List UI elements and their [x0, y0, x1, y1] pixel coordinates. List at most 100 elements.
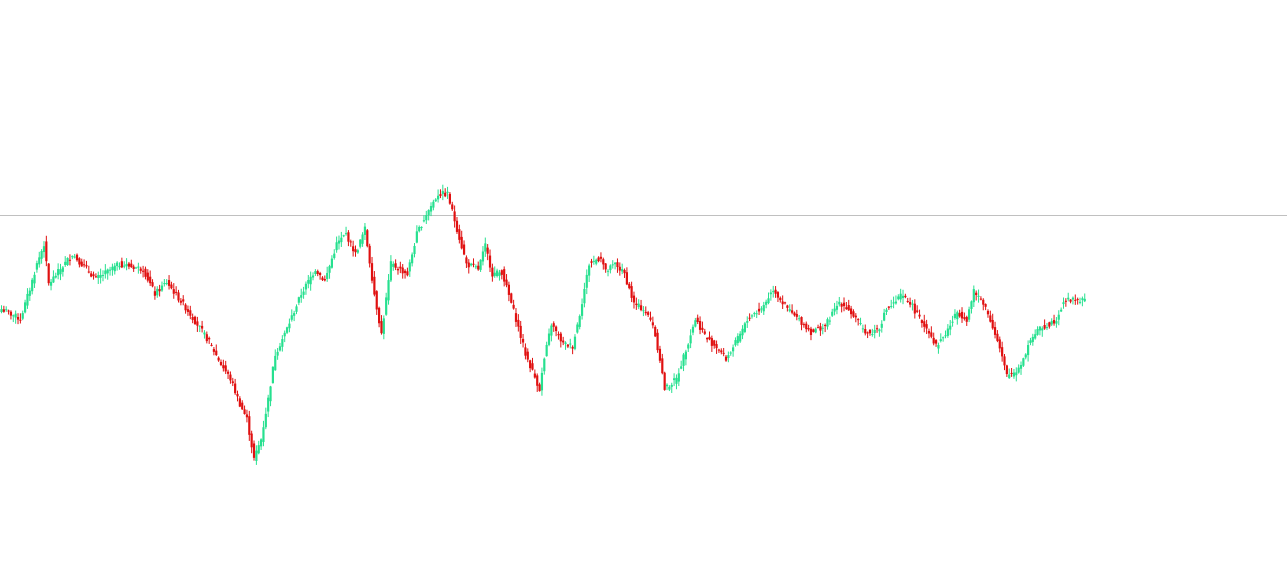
candle-body	[170, 284, 173, 289]
candle-body	[1074, 299, 1077, 301]
candle-body	[165, 282, 168, 285]
candle	[229, 371, 232, 384]
candle	[420, 226, 423, 231]
candle	[854, 313, 857, 323]
candle	[911, 299, 914, 311]
candle-body	[573, 336, 577, 349]
candle-body	[897, 296, 900, 300]
candle-body	[5, 309, 8, 311]
candle-body	[859, 322, 862, 324]
candle-body	[160, 285, 164, 291]
candle	[111, 263, 114, 276]
candle-body	[396, 269, 400, 271]
candle-body	[996, 333, 999, 341]
candle	[500, 269, 503, 280]
candle-body	[271, 366, 274, 384]
candle-body	[965, 316, 968, 322]
candle-body	[670, 384, 673, 387]
candle	[878, 328, 881, 337]
candle	[285, 326, 289, 335]
candle-body	[639, 305, 643, 311]
candles-group	[0, 184, 1086, 465]
candle-body	[724, 356, 728, 361]
candle-body	[57, 269, 60, 276]
candle-body	[406, 271, 409, 276]
candle-body	[411, 254, 414, 264]
candle-body	[694, 320, 697, 327]
candle-body	[399, 266, 402, 269]
candle-body	[184, 304, 187, 311]
candle-body	[276, 351, 279, 356]
candle	[989, 310, 992, 323]
candle	[1083, 293, 1086, 303]
candle-body	[894, 301, 898, 304]
candle-body	[448, 193, 451, 204]
candle	[212, 347, 215, 356]
candle-body	[1052, 320, 1056, 324]
candle-body	[562, 340, 565, 343]
candle	[278, 342, 282, 352]
candle	[703, 328, 706, 336]
candle-body	[158, 289, 161, 292]
candle	[260, 438, 263, 451]
candle-body	[446, 191, 449, 193]
candle-body	[68, 259, 72, 261]
candle-body	[236, 393, 239, 397]
candle-body	[28, 290, 31, 296]
candle	[698, 316, 702, 335]
candle-body	[35, 263, 38, 270]
candle	[344, 226, 348, 236]
candle	[486, 244, 489, 261]
candle-body	[186, 309, 190, 312]
candle	[243, 405, 246, 415]
candle	[885, 307, 888, 315]
candle-body	[455, 220, 459, 232]
candle-body	[816, 327, 820, 329]
candle-body	[904, 295, 907, 298]
candle-body	[802, 324, 805, 326]
candle	[569, 338, 572, 349]
candle	[33, 271, 36, 288]
candle	[474, 264, 477, 270]
candle-body	[1003, 356, 1006, 366]
candle-body	[309, 276, 312, 285]
candle	[31, 277, 34, 295]
candle-body	[290, 315, 293, 320]
candle-body	[474, 266, 477, 268]
candle	[595, 258, 598, 266]
candle-body	[71, 256, 74, 258]
candle	[61, 265, 64, 277]
candle	[255, 445, 258, 465]
candle-body	[418, 227, 421, 232]
candle-body	[1083, 298, 1086, 302]
candle	[668, 385, 671, 392]
candle	[373, 271, 376, 297]
candle-body	[701, 327, 704, 330]
candle	[750, 314, 754, 319]
candle-body	[665, 384, 669, 387]
candle	[1031, 333, 1034, 346]
candle-body	[748, 317, 751, 319]
candle	[868, 329, 872, 336]
candle-body	[33, 274, 36, 284]
candle	[562, 336, 565, 346]
candle-body	[651, 322, 654, 326]
candle-body	[1017, 367, 1020, 373]
candle-body	[776, 292, 780, 298]
candle-body	[767, 298, 770, 304]
candle-body	[614, 262, 617, 265]
candle	[965, 315, 968, 326]
candle	[850, 305, 853, 319]
candle-body	[892, 302, 895, 304]
candle-body	[514, 313, 518, 322]
candle-body	[783, 302, 787, 304]
candle-body	[1031, 336, 1034, 342]
candle-body	[250, 433, 253, 448]
candle-body	[911, 303, 914, 305]
candle	[349, 239, 352, 247]
candle	[637, 299, 640, 310]
candle	[741, 325, 744, 340]
candle	[193, 315, 197, 326]
candle	[470, 262, 473, 267]
